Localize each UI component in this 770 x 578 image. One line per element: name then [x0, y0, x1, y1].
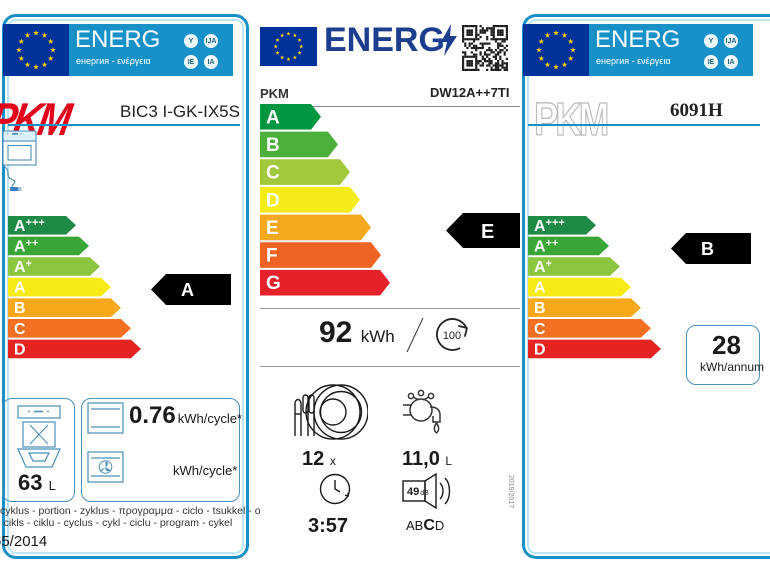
svg-text:D: D — [14, 341, 26, 358]
svg-text:49dB: 49dB — [407, 486, 429, 498]
svg-text:D: D — [534, 341, 546, 358]
svg-text:G: G — [266, 273, 281, 294]
svg-text:C: C — [14, 321, 26, 338]
svg-text:A: A — [14, 280, 26, 297]
svg-text:D: D — [266, 190, 280, 211]
svg-text:B: B — [534, 300, 546, 317]
svg-text:E: E — [481, 221, 494, 243]
svg-text:C: C — [534, 321, 546, 338]
svg-text:C: C — [266, 163, 280, 184]
svg-text:A: A — [266, 107, 280, 128]
svg-text:B: B — [266, 135, 280, 156]
svg-text:A: A — [181, 280, 194, 300]
svg-text:B: B — [14, 300, 26, 317]
svg-text:B: B — [701, 239, 714, 259]
svg-text:100: 100 — [443, 330, 461, 342]
svg-text:E: E — [266, 218, 279, 239]
svg-text:F: F — [266, 246, 278, 267]
svg-text:A: A — [534, 280, 546, 297]
